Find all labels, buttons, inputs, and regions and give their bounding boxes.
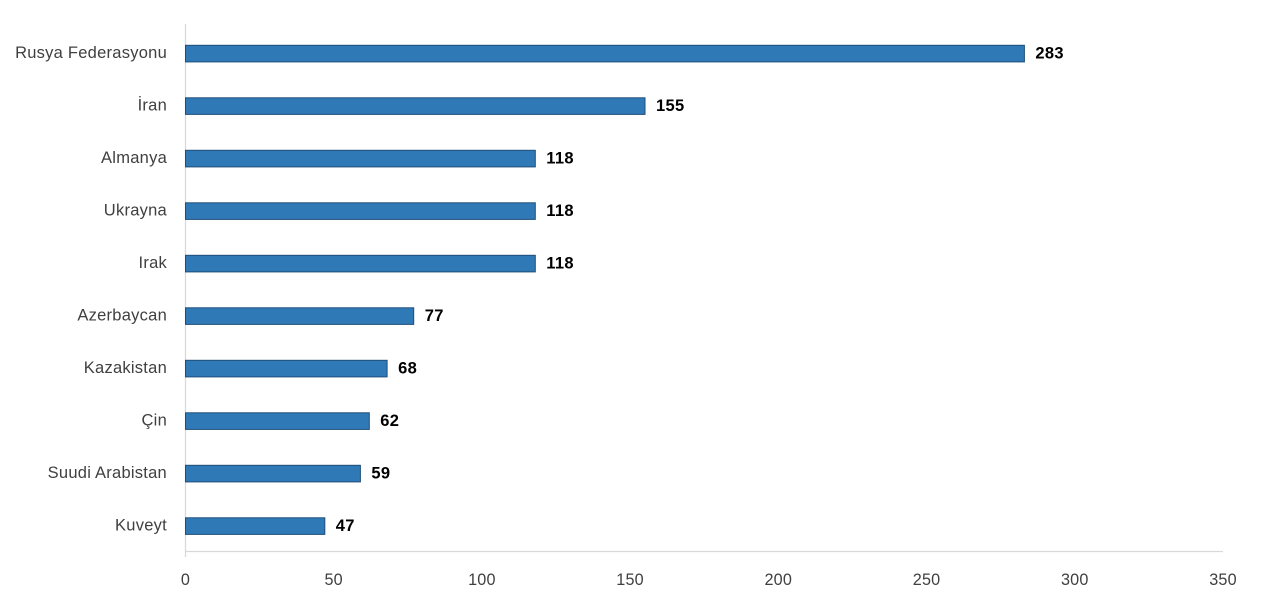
svg-text:250: 250 <box>913 571 941 589</box>
svg-text:47: 47 <box>336 517 355 535</box>
svg-text:100: 100 <box>468 571 496 589</box>
svg-text:62: 62 <box>380 412 399 430</box>
svg-text:350: 350 <box>1209 571 1237 589</box>
svg-text:0: 0 <box>181 571 190 589</box>
svg-text:Çin: Çin <box>141 412 167 430</box>
svg-text:77: 77 <box>425 307 444 325</box>
svg-text:İran: İran <box>138 96 167 115</box>
svg-text:Suudi Arabistan: Suudi Arabistan <box>48 464 167 482</box>
svg-text:Almanya: Almanya <box>101 149 168 167</box>
svg-text:300: 300 <box>1061 571 1089 589</box>
svg-text:118: 118 <box>546 202 574 220</box>
svg-text:118: 118 <box>546 255 574 273</box>
svg-text:Irak: Irak <box>138 254 167 272</box>
svg-text:Rusya Federasyonu: Rusya Federasyonu <box>15 44 167 62</box>
svg-text:Ukrayna: Ukrayna <box>104 202 168 220</box>
svg-text:Kazakistan: Kazakistan <box>84 359 167 377</box>
svg-text:118: 118 <box>546 150 574 168</box>
svg-text:155: 155 <box>656 97 684 115</box>
svg-text:50: 50 <box>324 571 342 589</box>
svg-text:59: 59 <box>371 465 390 483</box>
svg-text:Azerbaycan: Azerbaycan <box>77 307 167 325</box>
svg-text:200: 200 <box>764 571 792 589</box>
svg-text:Kuveyt: Kuveyt <box>115 517 167 535</box>
svg-text:68: 68 <box>398 360 417 378</box>
svg-text:283: 283 <box>1035 45 1063 63</box>
svg-text:150: 150 <box>616 571 644 589</box>
